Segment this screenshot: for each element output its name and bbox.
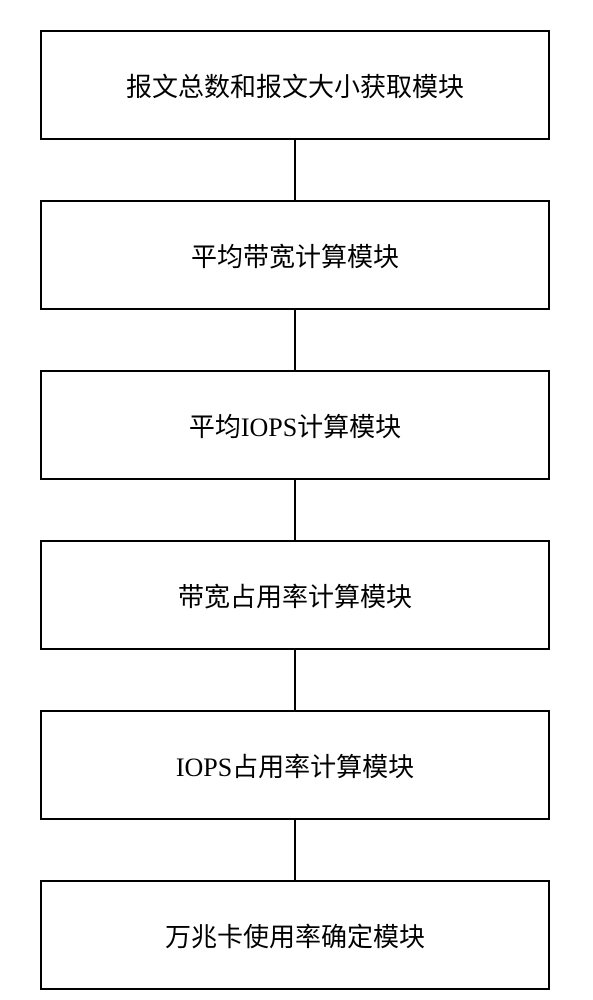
node-packet-acquire: 报文总数和报文大小获取模块 (40, 30, 550, 140)
flowchart-canvas: 报文总数和报文大小获取模块 平均带宽计算模块 平均IOPS计算模块 带宽占用率计… (0, 0, 593, 1000)
node-label: IOPS占用率计算模块 (176, 747, 414, 784)
edge-n1-n2 (294, 140, 296, 200)
node-label: 平均带宽计算模块 (191, 237, 399, 274)
node-avg-bandwidth: 平均带宽计算模块 (40, 200, 550, 310)
node-label: 报文总数和报文大小获取模块 (126, 67, 464, 104)
edge-n3-n4 (294, 480, 296, 540)
node-bandwidth-usage: 带宽占用率计算模块 (40, 540, 550, 650)
node-10g-card-usage: 万兆卡使用率确定模块 (40, 880, 550, 990)
node-iops-usage: IOPS占用率计算模块 (40, 710, 550, 820)
node-avg-iops: 平均IOPS计算模块 (40, 370, 550, 480)
node-label: 带宽占用率计算模块 (178, 577, 412, 614)
node-label: 平均IOPS计算模块 (189, 407, 401, 444)
edge-n4-n5 (294, 650, 296, 710)
node-label: 万兆卡使用率确定模块 (165, 917, 425, 954)
edge-n2-n3 (294, 310, 296, 370)
edge-n5-n6 (294, 820, 296, 880)
